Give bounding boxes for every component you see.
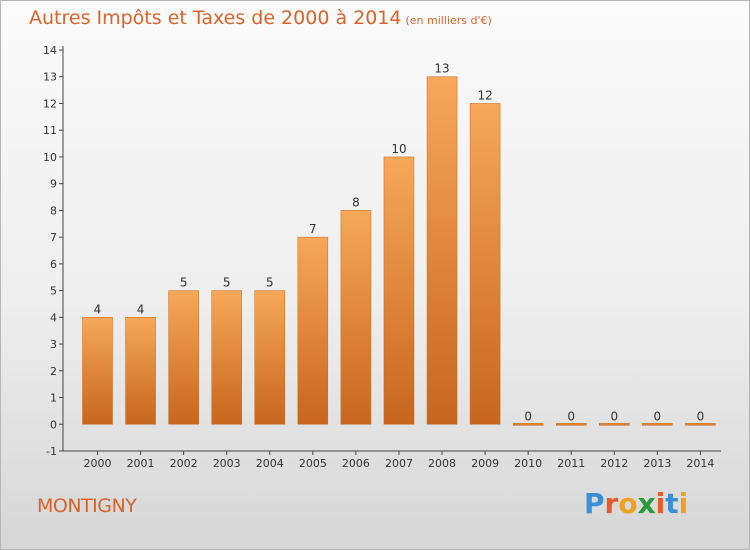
y-tick-label: 8 bbox=[50, 204, 57, 217]
bar-2010 bbox=[512, 423, 544, 426]
data-label-2014: 0 bbox=[697, 409, 705, 423]
y-tick-label: -1 bbox=[46, 445, 57, 458]
bars bbox=[82, 76, 716, 426]
y-tick-label: 0 bbox=[50, 418, 57, 431]
y-tick-label: 1 bbox=[50, 392, 57, 405]
data-label-2009: 12 bbox=[477, 88, 492, 102]
bar-2004 bbox=[254, 290, 286, 425]
chart-title-text: Autres Impôts et Taxes de 2000 à 2014 bbox=[29, 7, 402, 29]
y-tick-label: 5 bbox=[50, 285, 57, 298]
bar-2006 bbox=[340, 210, 372, 425]
x-tick-label: 2007 bbox=[385, 457, 413, 470]
x-tick-label: 2000 bbox=[84, 457, 112, 470]
data-label-2000: 4 bbox=[94, 302, 102, 316]
bar-2009 bbox=[469, 103, 501, 425]
x-tick-label: 2012 bbox=[600, 457, 628, 470]
bar-2003 bbox=[211, 290, 242, 425]
y-tick-label: 13 bbox=[43, 71, 57, 84]
x-tick-label: 2005 bbox=[299, 457, 327, 470]
data-label-2013: 0 bbox=[654, 409, 662, 423]
bar-2000 bbox=[82, 317, 113, 425]
logo-letter: t bbox=[665, 487, 679, 520]
y-tick-label: 3 bbox=[50, 338, 57, 351]
data-label-2004: 5 bbox=[266, 276, 274, 290]
data-label-2002: 5 bbox=[180, 276, 188, 290]
y-tick-label: 9 bbox=[50, 178, 57, 191]
data-label-2008: 13 bbox=[434, 62, 449, 76]
y-tick-label: 6 bbox=[50, 258, 57, 271]
data-label-2006: 8 bbox=[352, 195, 360, 209]
x-tick-label: 2006 bbox=[342, 457, 370, 470]
logo-letter: r bbox=[604, 487, 619, 520]
x-tick-label: 2001 bbox=[127, 457, 155, 470]
data-label-2003: 5 bbox=[223, 276, 231, 290]
y-tick-label: 10 bbox=[43, 151, 57, 164]
y-tick-label: 12 bbox=[43, 97, 57, 110]
x-tick-label: 2008 bbox=[428, 457, 456, 470]
city-name: MONTIGNY bbox=[37, 495, 137, 517]
data-label-2011: 0 bbox=[567, 409, 575, 423]
chart-subtitle: (en milliers d'€) bbox=[405, 14, 492, 27]
data-labels: 4 4 5 5 5 7 8 10 13 12 0 0 0 0 0 bbox=[94, 62, 705, 424]
bar-2013 bbox=[642, 423, 673, 426]
chart-title: Autres Impôts et Taxes de 2000 à 2014 (en… bbox=[29, 7, 492, 29]
logo-letter: o bbox=[618, 487, 638, 520]
y-tick-label: 2 bbox=[50, 365, 57, 378]
bar-2011 bbox=[555, 423, 587, 426]
data-label-2010: 0 bbox=[524, 409, 532, 423]
x-tick-label: 2010 bbox=[514, 457, 542, 470]
x-tick-label: 2003 bbox=[213, 457, 241, 470]
proxiti-logo: Proxiti bbox=[584, 487, 688, 520]
bar-2005 bbox=[297, 236, 329, 425]
bar-2008 bbox=[426, 76, 458, 425]
bar-2012 bbox=[599, 423, 630, 426]
x-tick-label: 2013 bbox=[643, 457, 671, 470]
data-label-2012: 0 bbox=[610, 409, 618, 423]
logo-letter: P bbox=[584, 487, 605, 520]
bar-2001 bbox=[125, 317, 156, 425]
x-tick-label: 2009 bbox=[471, 457, 499, 470]
data-label-2007: 10 bbox=[391, 142, 406, 156]
x-tick-label: 2014 bbox=[686, 457, 714, 470]
x-tick-label: 2004 bbox=[256, 457, 284, 470]
data-label-2005: 7 bbox=[309, 222, 317, 236]
logo-letter: x bbox=[637, 487, 656, 520]
data-label-2001: 4 bbox=[137, 302, 145, 316]
logo-letter: i bbox=[655, 487, 666, 520]
y-tick-label: 4 bbox=[50, 311, 57, 324]
bar-2007 bbox=[383, 156, 415, 425]
y-tick-label: 7 bbox=[50, 231, 57, 244]
x-tick-label: 2011 bbox=[557, 457, 585, 470]
x-tick-label: 2002 bbox=[170, 457, 198, 470]
y-tick-label: 14 bbox=[43, 44, 57, 57]
logo-letter: i bbox=[678, 487, 689, 520]
y-tick-label: 11 bbox=[43, 124, 57, 137]
bar-2014 bbox=[685, 423, 716, 426]
bar-2002 bbox=[168, 290, 199, 425]
